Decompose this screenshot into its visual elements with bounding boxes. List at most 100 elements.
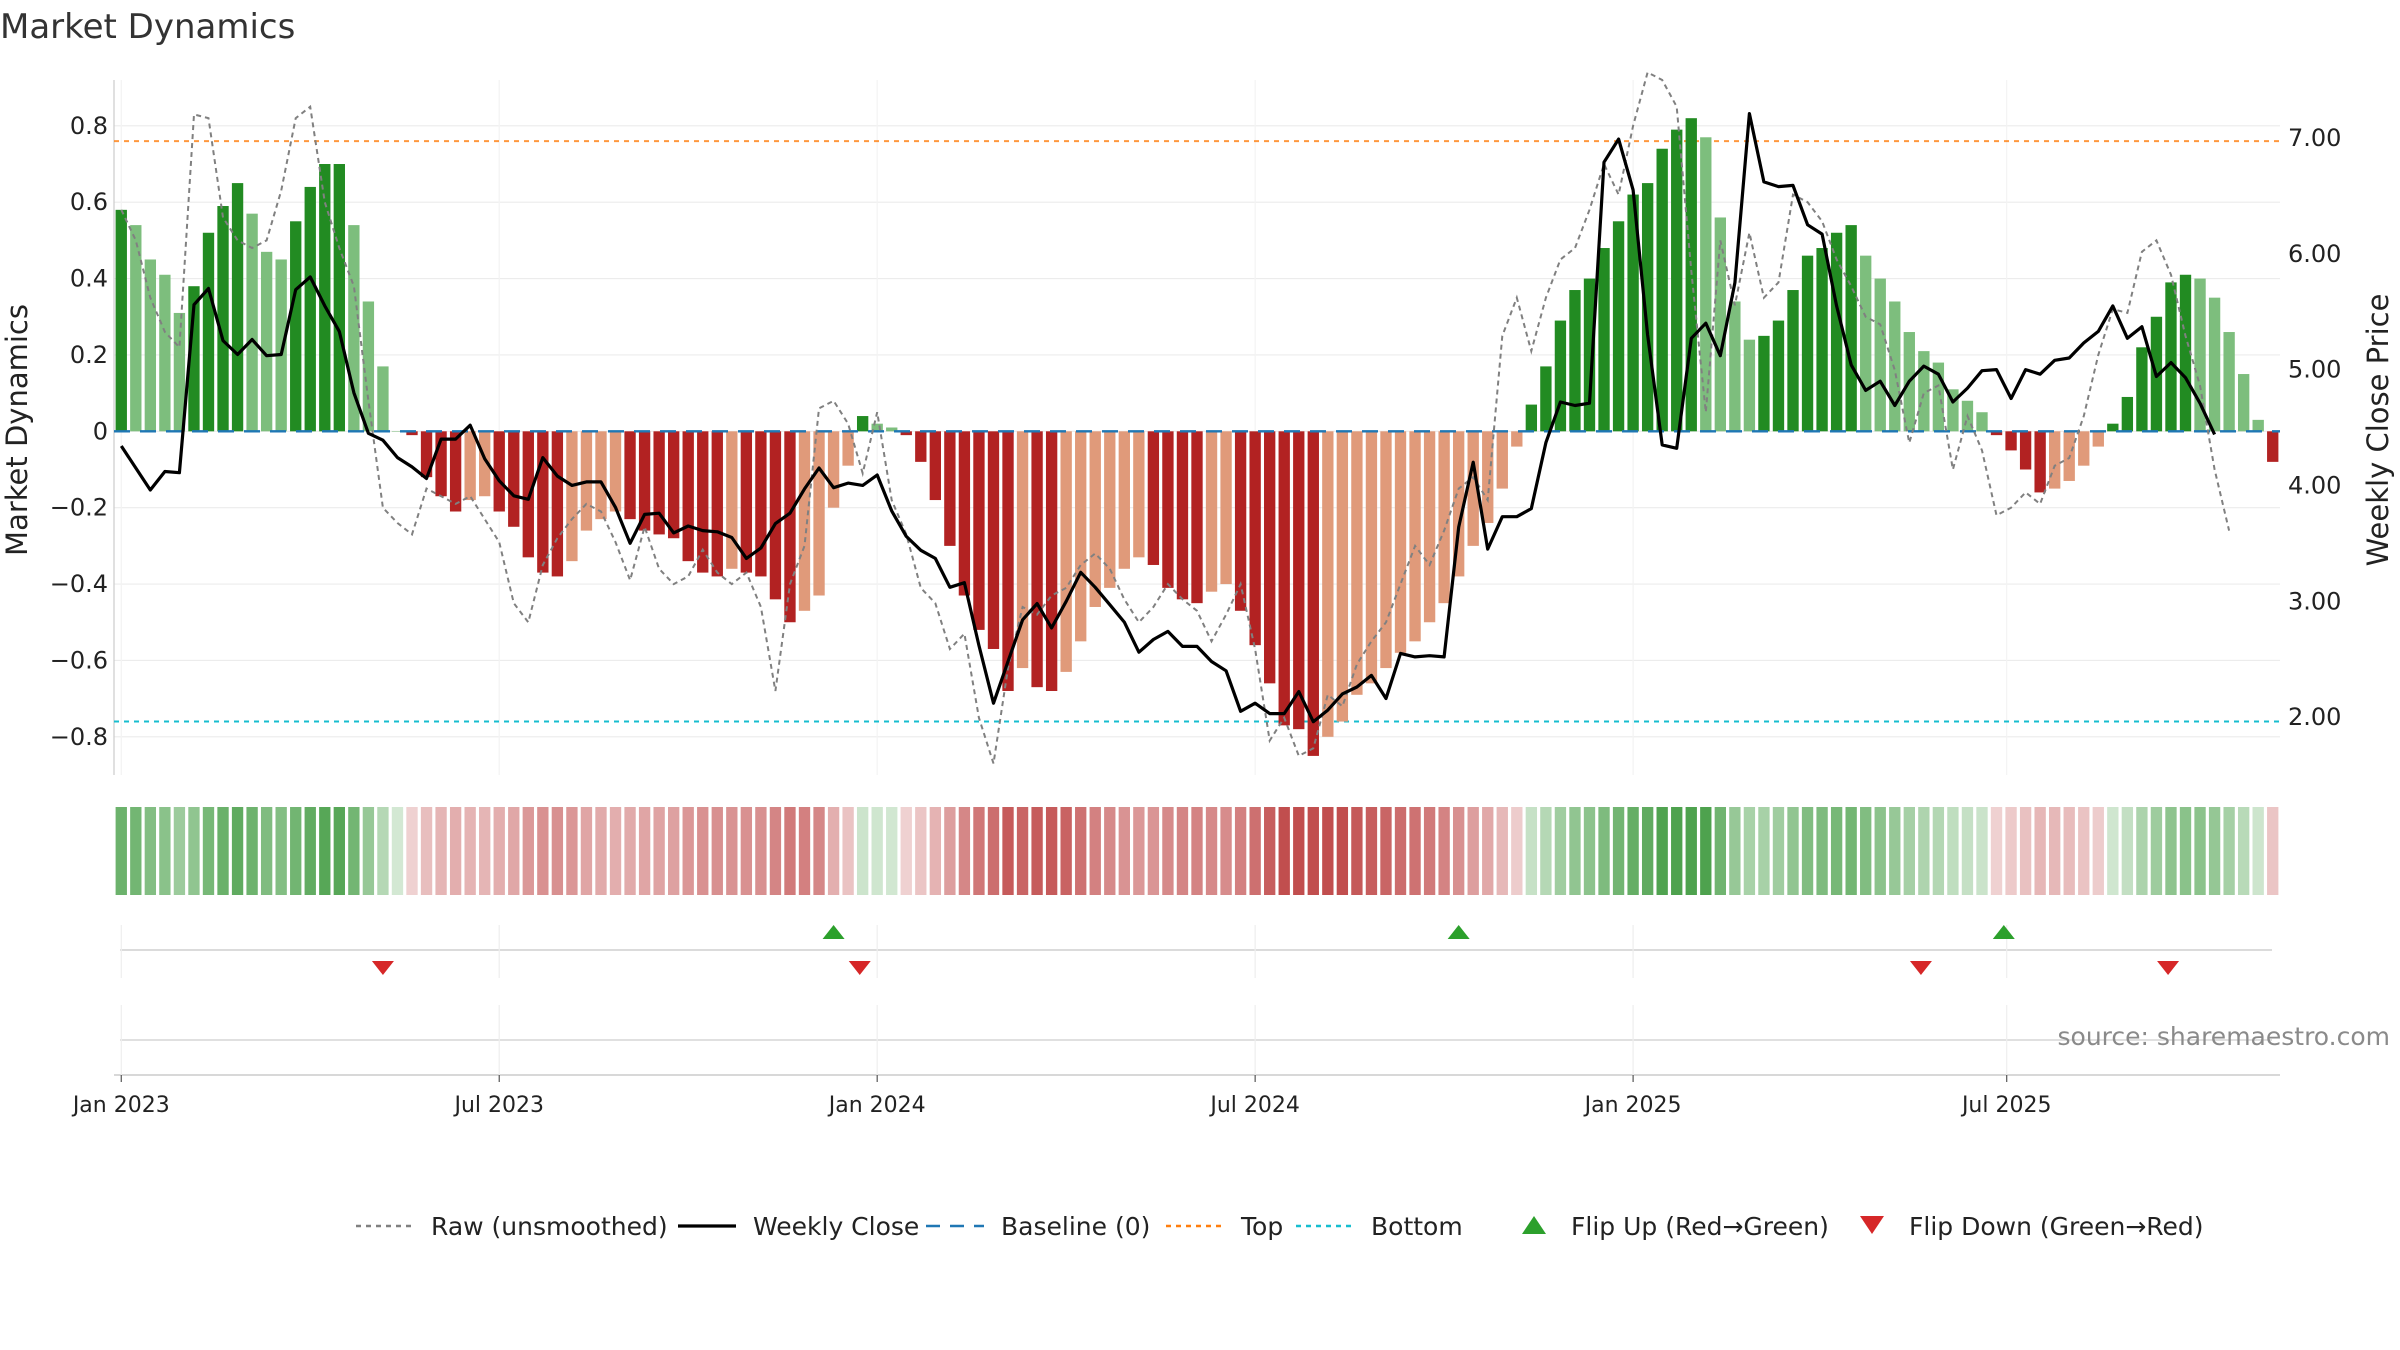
regime-strip-cell — [1220, 807, 1232, 895]
dynamics-bar — [1205, 431, 1218, 592]
right-tick-label: 3.00 — [2288, 587, 2341, 615]
regime-strip-cell — [1816, 807, 1828, 895]
regime-strip-cell — [886, 807, 898, 895]
dynamics-bar — [1351, 431, 1363, 695]
dynamics-bar — [464, 431, 476, 501]
regime-strip-cell — [1671, 807, 1683, 895]
regime-strip-cell — [319, 807, 331, 895]
regime-strip-cell — [1656, 807, 1668, 895]
regime-strip-cell — [1365, 807, 1378, 895]
dynamics-bar — [391, 431, 404, 432]
dynamics-bar — [217, 206, 229, 432]
legend: Raw (unsmoothed) Weekly Close Baseline (0)… — [356, 1212, 2204, 1241]
regime-strip-cell — [726, 807, 738, 895]
legend-item: Bottom — [1296, 1212, 1463, 1241]
regime-strip-cell — [348, 807, 360, 895]
dynamics-bar — [2078, 431, 2090, 466]
dynamics-bar — [2179, 274, 2192, 432]
dynamics-bar — [1889, 301, 1901, 432]
dynamics-bar — [1700, 137, 1712, 432]
regime-strip-cell — [1554, 807, 1567, 895]
dynamics-bar — [377, 366, 389, 432]
left-tick-label: 0.6 — [70, 188, 108, 216]
dynamics-bar — [813, 431, 825, 596]
regime-strip-cell — [1293, 807, 1305, 895]
dynamics-bar — [362, 301, 375, 432]
left-tick-label: −0.4 — [50, 570, 108, 598]
dynamics-bar — [856, 416, 869, 432]
dynamics-bar — [1162, 431, 1174, 588]
regime-strip-cell — [915, 807, 927, 895]
regime-strip-cell — [958, 807, 971, 895]
regime-strip-cell — [1060, 807, 1072, 895]
dynamics-bar — [231, 183, 244, 432]
dynamics-bar — [1060, 431, 1072, 672]
dynamics-bar — [1540, 366, 1552, 432]
regime-strip-cell — [798, 807, 811, 895]
regime-strip-cell — [2049, 807, 2061, 895]
regime-strip-cell — [1031, 807, 1043, 895]
regime-strip-cell — [362, 807, 375, 895]
regime-strip-cell — [2005, 807, 2017, 895]
dynamics-bar — [609, 431, 622, 512]
dynamics-bar — [1307, 431, 1319, 756]
regime-strip-cell — [1016, 807, 1029, 895]
legend-label: Baseline (0) — [1001, 1212, 1150, 1241]
regime-strip-cell — [624, 807, 636, 895]
regime-strip-cell — [464, 807, 476, 895]
regime-strip-cell — [391, 807, 404, 895]
regime-strip-cell — [1830, 807, 1843, 895]
legend-label: Raw (unsmoothed) — [431, 1212, 668, 1241]
regime-strip-cell — [987, 807, 1000, 895]
dynamics-bar — [2092, 431, 2104, 447]
regime-strip-cell — [449, 807, 462, 895]
weekly-close-line — [119, 111, 2217, 724]
regime-strip-cell — [1162, 807, 1174, 895]
regime-strip-cell — [479, 807, 491, 895]
right-axis-label: Weekly Close Price — [2361, 294, 2395, 567]
dynamics-bar — [1002, 431, 1014, 691]
regime-strip-cell — [1889, 807, 1901, 895]
dynamics-bar — [493, 431, 505, 512]
dynamics-bar — [1191, 431, 1203, 604]
legend-label: Flip Down (Green→Red) — [1909, 1212, 2204, 1241]
dynamics-bar — [508, 431, 520, 527]
dynamics-bar — [449, 431, 462, 512]
regime-strip-cell — [1307, 807, 1319, 895]
regime-strip-cell — [1234, 807, 1247, 895]
dynamics-bar — [1860, 255, 1872, 432]
dynamics-bar — [740, 431, 753, 573]
regime-strip-cell — [566, 807, 578, 895]
regime-strip-cell — [1176, 807, 1189, 895]
dynamics-bar — [537, 431, 549, 573]
regime-strip-cell — [1394, 807, 1407, 895]
legend-item: Weekly Close — [678, 1212, 919, 1241]
left-tick-label: 0.2 — [70, 341, 108, 369]
legend-item: Top — [1166, 1212, 1283, 1241]
dynamics-bar — [769, 431, 782, 600]
regime-strip-cell — [1089, 807, 1101, 895]
dynamics-bar — [1278, 431, 1290, 726]
regime-strip-cell — [188, 807, 200, 895]
dynamics-bar — [624, 431, 636, 520]
dynamics-bar — [1133, 431, 1145, 558]
legend-swatch — [1522, 1216, 1546, 1234]
regime-strip-cell — [668, 807, 680, 895]
dynamics-bar — [1583, 278, 1596, 432]
dynamics-bar — [900, 431, 912, 436]
dynamics-bar — [915, 431, 927, 462]
regime-strip-cell — [537, 807, 549, 895]
dynamics-bar — [1729, 301, 1741, 432]
regime-strip-cell — [871, 807, 883, 895]
regime-strip-cell — [1118, 807, 1130, 895]
dynamics-bar — [1772, 320, 1785, 432]
dynamics-bar — [1234, 431, 1247, 611]
dynamics-bar — [1176, 431, 1189, 600]
dynamics-bar — [886, 427, 898, 432]
regime-strip-cell — [1496, 807, 1508, 895]
regime-strip-cell — [1423, 807, 1436, 895]
left-tick-label: −0.2 — [50, 494, 108, 522]
dynamics-bar — [1409, 431, 1421, 642]
regime-strip-cell — [406, 807, 418, 895]
dynamics-bar — [871, 423, 883, 432]
